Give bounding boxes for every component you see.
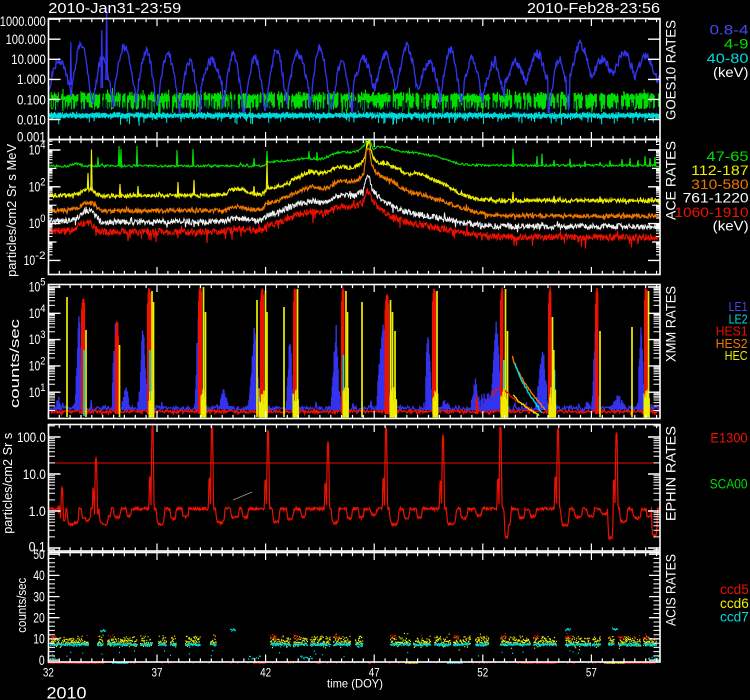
svg-text:LE2: LE2 (729, 311, 748, 326)
svg-text:761-1220: 761-1220 (683, 191, 749, 206)
svg-text:10.0: 10.0 (23, 466, 46, 482)
svg-text:100.000: 100.000 (6, 31, 46, 47)
svg-text:2010-Feb28-23:56: 2010-Feb28-23:56 (527, 1, 660, 17)
svg-text:1.0: 1.0 (29, 503, 46, 519)
svg-text:112-187: 112-187 (691, 163, 748, 178)
svg-text:4: 4 (40, 303, 45, 315)
svg-text:0.100: 0.100 (17, 91, 46, 107)
svg-text:4-9: 4-9 (724, 37, 749, 52)
svg-text:40-80: 40-80 (707, 51, 749, 66)
svg-text:310-580: 310-580 (691, 177, 748, 192)
svg-text:ccd7: ccd7 (720, 610, 749, 625)
svg-text:1000.000: 1000.000 (0, 13, 46, 29)
svg-text:1.000: 1.000 (17, 71, 46, 87)
svg-text:2: 2 (40, 356, 45, 368)
svg-text:1: 1 (40, 382, 45, 394)
svg-text:counts/sec: counts/sec (14, 577, 29, 632)
svg-text:10: 10 (29, 279, 41, 295)
svg-text:0.8-4: 0.8-4 (710, 22, 750, 37)
svg-text:2010: 2010 (47, 685, 87, 700)
svg-text:10: 10 (29, 215, 41, 231)
svg-text:0.001: 0.001 (17, 128, 46, 144)
svg-text:10: 10 (24, 252, 36, 268)
svg-text:EPHIN RATES: EPHIN RATES (664, 426, 679, 521)
svg-text:counts/sec: counts/sec (7, 318, 22, 408)
svg-text:10: 10 (29, 178, 41, 194)
svg-text:30: 30 (33, 588, 45, 604)
svg-text:57: 57 (586, 666, 597, 680)
svg-text:5: 5 (40, 277, 45, 289)
svg-text:47-65: 47-65 (706, 149, 748, 164)
svg-text:SCA00: SCA00 (710, 477, 748, 492)
svg-text:10: 10 (29, 358, 41, 374)
svg-text:0: 0 (40, 213, 45, 225)
svg-text:-2: -2 (35, 250, 45, 262)
svg-text:20: 20 (33, 610, 45, 626)
svg-text:particles/cm2 Sr s MeV: particles/cm2 Sr s MeV (4, 144, 19, 277)
svg-text:37: 37 (152, 666, 163, 680)
svg-text:HES1: HES1 (716, 324, 748, 339)
svg-text:LE1: LE1 (729, 299, 748, 314)
svg-text:particles/cm2 Sr s: particles/cm2 Sr s (0, 432, 15, 533)
svg-text:10: 10 (33, 631, 45, 647)
svg-text:0: 0 (39, 652, 45, 668)
svg-text:ACE RATES: ACE RATES (664, 141, 679, 220)
svg-text:2010-Jan31-23:59: 2010-Jan31-23:59 (48, 1, 181, 17)
svg-text:1060-1910: 1060-1910 (674, 205, 748, 220)
svg-text:4: 4 (40, 140, 45, 152)
svg-text:ccd6: ccd6 (720, 596, 749, 611)
svg-text:10.000: 10.000 (11, 51, 46, 67)
svg-text:10: 10 (29, 305, 41, 321)
svg-text:GOES10 RATES: GOES10 RATES (664, 20, 679, 120)
svg-text:0.010: 0.010 (17, 111, 46, 127)
svg-text:50: 50 (33, 546, 45, 562)
svg-text:E1300: E1300 (710, 431, 747, 446)
svg-text:HES2: HES2 (716, 336, 748, 351)
svg-text:40: 40 (33, 567, 45, 583)
svg-text:XMM RATES: XMM RATES (664, 286, 679, 362)
svg-text:32: 32 (43, 666, 54, 680)
svg-text:HEC: HEC (725, 348, 748, 363)
svg-text:time (DOY): time (DOY) (327, 677, 383, 691)
svg-text:(keV): (keV) (713, 219, 749, 234)
svg-text:100.0: 100.0 (17, 429, 46, 445)
svg-text:0.1: 0.1 (29, 538, 46, 554)
svg-text:10: 10 (29, 384, 41, 400)
svg-text:(keV): (keV) (713, 65, 749, 80)
svg-text:10: 10 (29, 331, 41, 347)
svg-text:10: 10 (29, 142, 41, 158)
svg-text:3: 3 (40, 329, 45, 341)
svg-text:2: 2 (40, 176, 45, 188)
svg-text:52: 52 (477, 666, 488, 680)
svg-text:ccd5: ccd5 (720, 582, 749, 597)
svg-text:47: 47 (369, 666, 380, 680)
svg-text:42: 42 (260, 666, 271, 680)
svg-text:ACIS RATES: ACIS RATES (664, 554, 679, 626)
